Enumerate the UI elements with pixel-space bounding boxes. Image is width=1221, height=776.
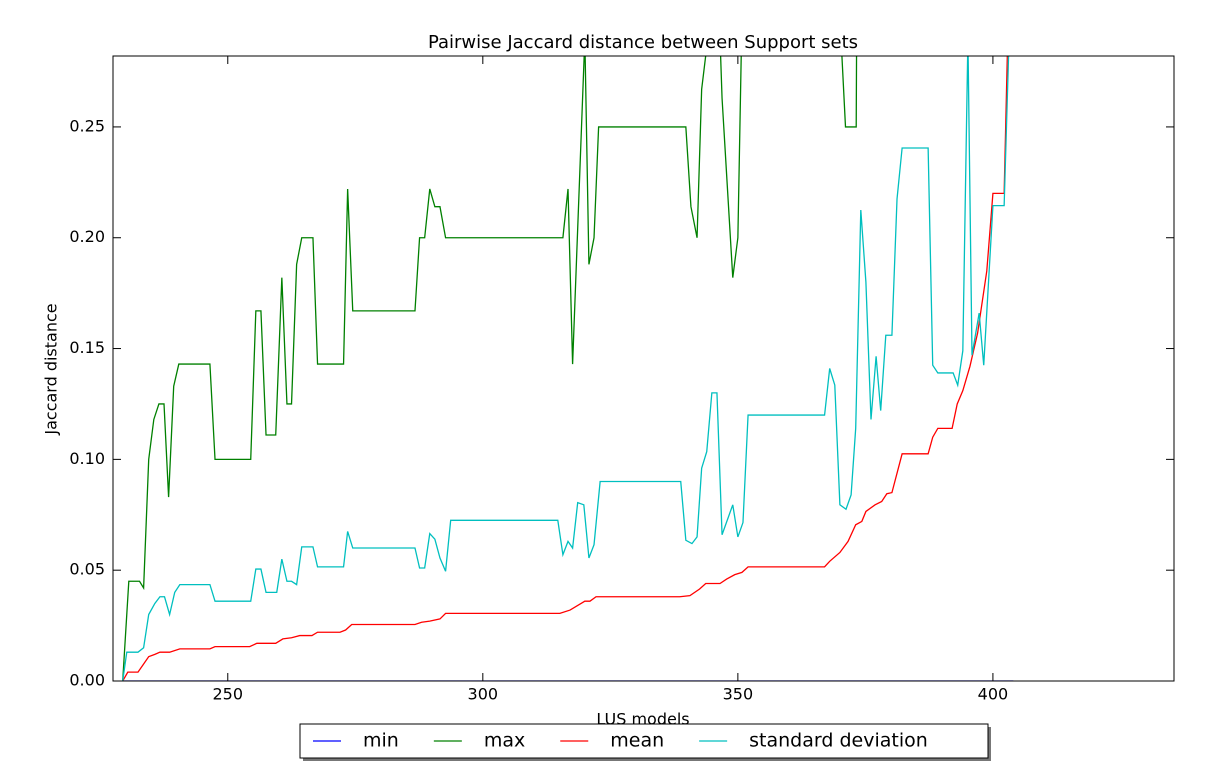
legend-label: standard deviation xyxy=(749,730,928,752)
y-tick-label: 0.00 xyxy=(69,671,105,690)
x-tick-label: 250 xyxy=(212,685,243,704)
y-tick-label: 0.15 xyxy=(69,338,105,357)
y-tick-label: 0.05 xyxy=(69,560,105,579)
y-tick-label: 0.10 xyxy=(69,449,105,468)
legend: min max mean standard deviation xyxy=(299,723,991,761)
legend-label: min xyxy=(363,730,399,752)
x-tick-label: 400 xyxy=(978,685,1009,704)
legend-label: mean xyxy=(610,730,664,752)
series-line xyxy=(122,56,858,681)
x-tick-label: 300 xyxy=(468,685,499,704)
chart-title: Pairwise Jaccard distance between Suppor… xyxy=(428,32,858,53)
legend-box xyxy=(299,723,989,759)
y-tick-label: 0.25 xyxy=(69,116,105,135)
y-axis-label: Jaccard distance xyxy=(42,303,61,435)
legend-label: max xyxy=(484,730,525,752)
series-line xyxy=(122,56,1010,681)
y-tick-label: 0.20 xyxy=(69,227,105,246)
series-line xyxy=(122,56,1008,681)
x-tick-label: 350 xyxy=(723,685,754,704)
plot-lines xyxy=(122,56,1014,681)
plot-frame xyxy=(112,55,1175,682)
